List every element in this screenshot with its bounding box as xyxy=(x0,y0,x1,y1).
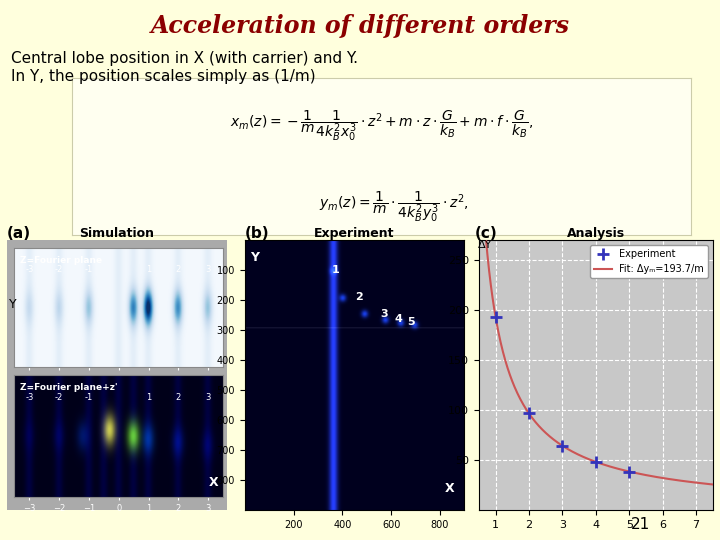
Fit: Δyₘ=193.7/m: (1.43, 135): Δyₘ=193.7/m: (1.43, 135) xyxy=(505,372,514,378)
Line: Experiment: Experiment xyxy=(490,310,636,478)
Legend: Experiment, Fit: Δyₘ=193.7/m: Experiment, Fit: Δyₘ=193.7/m xyxy=(590,245,708,278)
Text: 1: 1 xyxy=(146,265,151,274)
Text: Z=Fourier plane+z': Z=Fourier plane+z' xyxy=(20,383,118,393)
Text: (a): (a) xyxy=(7,226,32,241)
Text: 21: 21 xyxy=(631,517,650,532)
Experiment xyxy=(592,458,600,465)
Text: Central lobe position in X (with carrier) and Y.: Central lobe position in X (with carrier… xyxy=(11,51,358,66)
Experiment xyxy=(625,468,634,475)
Text: Y: Y xyxy=(250,251,258,264)
Text: -1: -1 xyxy=(85,265,93,274)
Text: Y: Y xyxy=(9,298,17,311)
Title: Analysis: Analysis xyxy=(567,227,625,240)
Text: Acceleration of different orders: Acceleration of different orders xyxy=(150,14,570,37)
Text: 3: 3 xyxy=(380,309,387,319)
Fit: Δyₘ=193.7/m: (4.94, 39.2): Δyₘ=193.7/m: (4.94, 39.2) xyxy=(623,468,631,474)
Text: X: X xyxy=(445,482,454,495)
Experiment xyxy=(525,410,534,417)
Text: 5: 5 xyxy=(407,317,415,327)
Text: (b): (b) xyxy=(245,226,269,241)
Text: 3: 3 xyxy=(206,265,211,274)
Fit: Δyₘ=193.7/m: (5.62, 34.5): Δyₘ=193.7/m: (5.62, 34.5) xyxy=(645,472,654,479)
Text: $y_m(z) = \dfrac{1}{m}\cdot\dfrac{1}{4k_B^2 y_0^3}\cdot z^2,$: $y_m(z) = \dfrac{1}{m}\cdot\dfrac{1}{4k_… xyxy=(319,189,469,224)
Fit: Δyₘ=193.7/m: (0.6, 323): Δyₘ=193.7/m: (0.6, 323) xyxy=(478,184,487,191)
Title: Simulation: Simulation xyxy=(79,227,155,240)
Text: In Y, the position scales simply as (1/m): In Y, the position scales simply as (1/m… xyxy=(11,69,315,84)
Title: Experiment: Experiment xyxy=(315,227,395,240)
Experiment xyxy=(491,313,500,320)
Fit: Δyₘ=193.7/m: (5.58, 34.7): Δyₘ=193.7/m: (5.58, 34.7) xyxy=(644,472,653,479)
Text: 1: 1 xyxy=(146,393,151,402)
Fit: Δyₘ=193.7/m: (2.85, 68): Δyₘ=193.7/m: (2.85, 68) xyxy=(553,439,562,446)
Fit: Δyₘ=193.7/m: (3.33, 58.1): Δyₘ=193.7/m: (3.33, 58.1) xyxy=(570,449,578,455)
Text: 2: 2 xyxy=(176,265,181,274)
Text: -3: -3 xyxy=(25,393,34,402)
Text: -3: -3 xyxy=(25,265,34,274)
Fit: Δyₘ=193.7/m: (7.5, 25.8): Δyₘ=193.7/m: (7.5, 25.8) xyxy=(708,481,717,488)
Text: (c): (c) xyxy=(475,226,498,241)
Text: Z=Fourier plane: Z=Fourier plane xyxy=(20,256,102,265)
Experiment xyxy=(558,442,567,449)
Text: 1: 1 xyxy=(331,265,339,275)
Text: X: X xyxy=(209,476,219,489)
Text: 2: 2 xyxy=(176,393,181,402)
Text: 3: 3 xyxy=(206,393,211,402)
Text: $x_m(z) = -\dfrac{1}{m}\dfrac{1}{4k_B^2 x_0^3}\cdot z^2 + m\cdot z\cdot\dfrac{G}: $x_m(z) = -\dfrac{1}{m}\dfrac{1}{4k_B^2 … xyxy=(230,108,533,143)
Text: 2: 2 xyxy=(356,292,364,302)
Text: ΔY: ΔY xyxy=(478,240,492,251)
Text: -1: -1 xyxy=(85,393,93,402)
Line: Fit: Δyₘ=193.7/m: Fit: Δyₘ=193.7/m xyxy=(482,187,713,484)
Text: -2: -2 xyxy=(55,265,63,274)
Text: 4: 4 xyxy=(395,314,402,324)
Text: -2: -2 xyxy=(55,393,63,402)
